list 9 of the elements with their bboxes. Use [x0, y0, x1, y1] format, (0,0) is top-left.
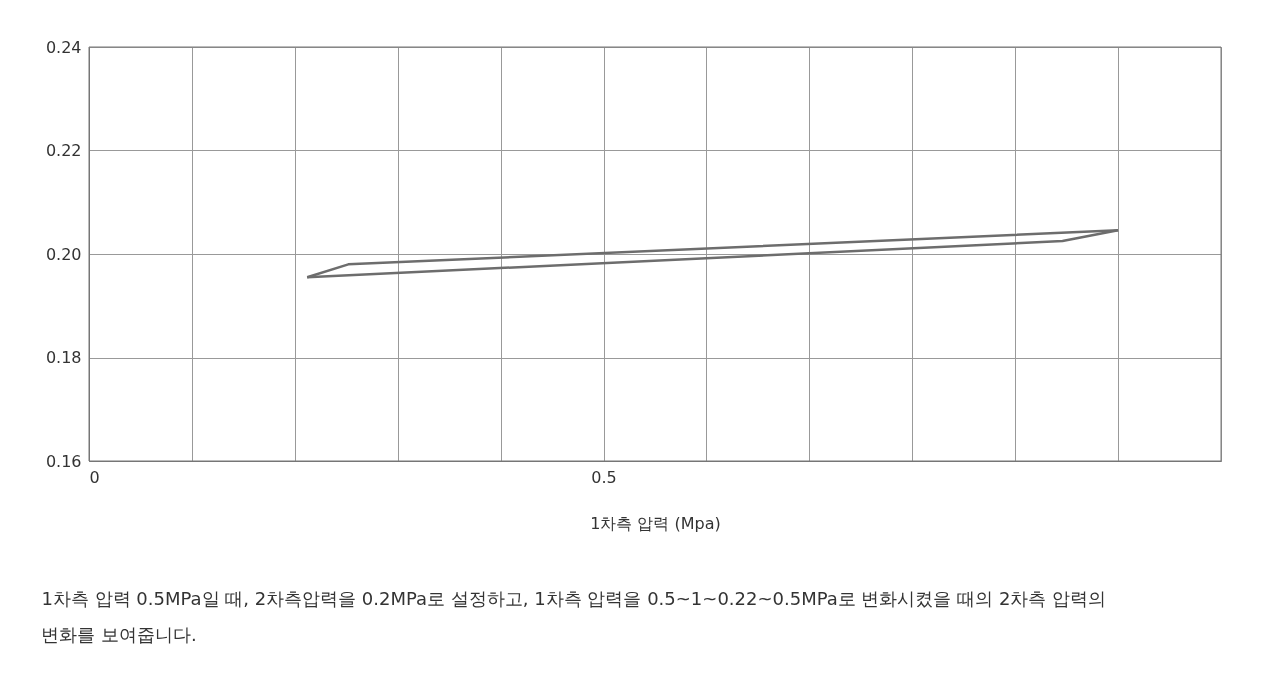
text: 1차측 압력 0.5MPa일 때, 2차측압력을 0.2MPa로 설정하고, 1차측 압력을 0.5~1~0.22~0.5MPa로 변화시켰을 때의 2차측 압력의 변화를 보여줍니다.	[41, 588, 1107, 645]
x-tick-label: 0	[89, 467, 100, 487]
y-tick-label: 0.20	[45, 244, 82, 264]
y-tick-label: 0.22	[45, 141, 82, 160]
y-tick-label: 0.18	[45, 348, 82, 367]
x-axis-title: 1차측 압력 (Mpa)	[590, 513, 721, 533]
y-tick-label: 0.24	[45, 37, 82, 57]
y-tick-label: 0.16	[45, 451, 82, 471]
x-tick-label: 0.5	[591, 467, 617, 487]
